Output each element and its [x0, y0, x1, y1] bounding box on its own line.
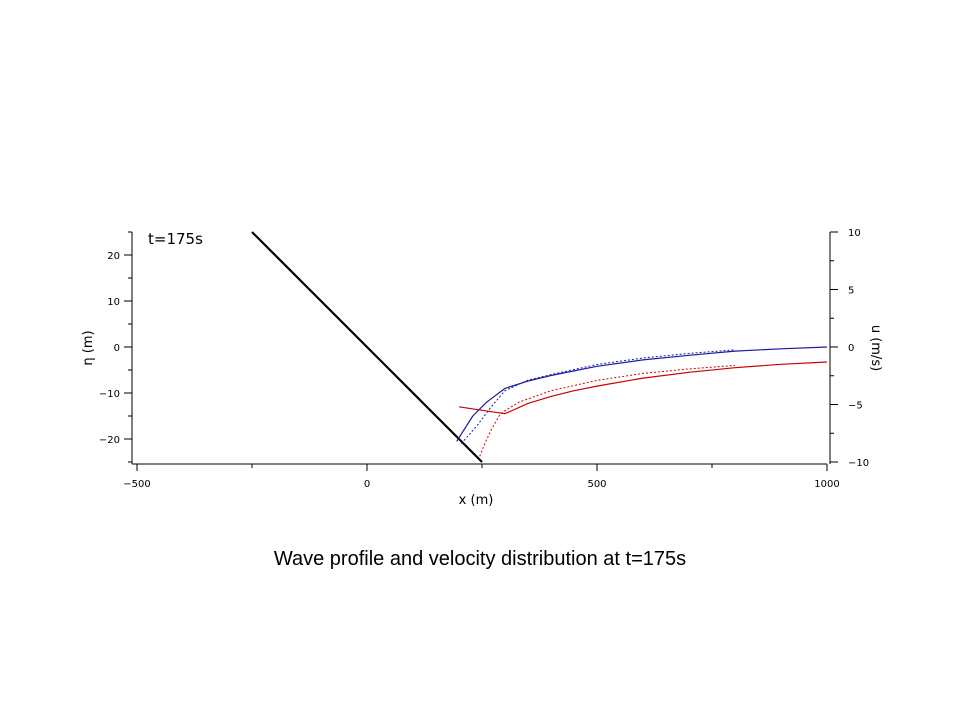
x-tick-label: 500: [587, 479, 606, 490]
figure-caption: Wave profile and velocity distribution a…: [273, 548, 687, 570]
y-right-tick-label: 5: [848, 286, 854, 297]
y-right-tick-label: 0: [848, 343, 854, 354]
y-left-axis-title: η (m): [81, 330, 96, 365]
y-left-tick-label: −10: [99, 389, 120, 400]
series-line-5: [479, 364, 736, 457]
y-right-tick-label: −10: [848, 458, 869, 469]
y-right-tick-label: −5: [848, 401, 863, 412]
time-annotation: t=175s: [148, 230, 203, 248]
x-axis-title: x (m): [459, 493, 494, 508]
series-line-2: [456, 346, 828, 442]
series-line-1: [251, 231, 483, 463]
series-layer: [251, 231, 828, 463]
series-line-4: [458, 361, 828, 415]
y-right-tick-label: 10: [848, 228, 861, 239]
x-tick-label: 1000: [814, 479, 839, 490]
x-tick-label: 0: [364, 479, 370, 490]
y-left-tick-label: 0: [114, 343, 120, 354]
y-left-tick-label: 20: [107, 251, 120, 262]
y-right-axis-title: u (m/s): [868, 325, 883, 371]
y-left-tick-label: 10: [107, 297, 120, 308]
axes-layer: −500 0 500 1000 20 10 0 −10 −20 10 5 0 −5 −10: [99, 228, 869, 490]
series-line-3: [460, 349, 736, 444]
x-tick-label: −500: [123, 479, 150, 490]
y-left-tick-label: −20: [99, 435, 120, 446]
